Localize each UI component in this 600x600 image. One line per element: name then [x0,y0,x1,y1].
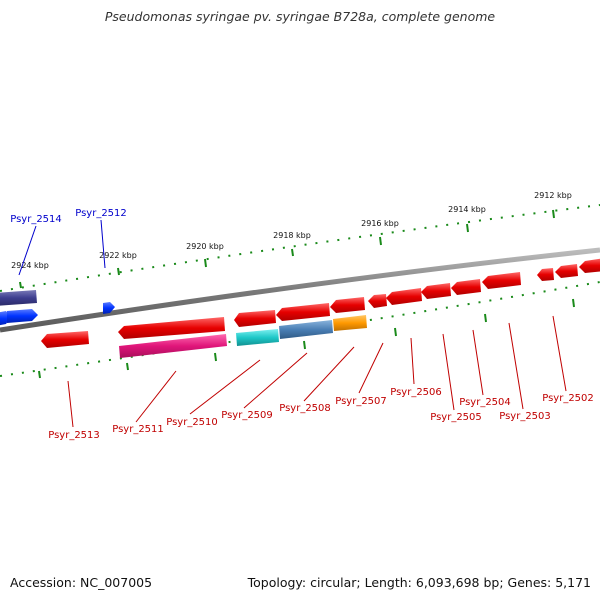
outer-scale-dots [0,204,600,292]
forward-genes [0,290,115,326]
gene-label-psyr-2514[interactable]: Psyr_2514 [10,214,62,225]
genome-summary-text: Topology: circular; Length: 6,093,698 bp… [247,575,591,590]
gene-psyr-2509[interactable] [279,320,333,339]
leader-psyr-2502 [552,315,567,392]
gene-psyr-2501-upper[interactable] [555,264,578,278]
leader-psyr-2504 [472,329,484,396]
gene-psyr-2510-upper[interactable] [234,310,276,327]
gene-label-psyr-2510[interactable]: Psyr_2510 [166,417,218,428]
inner-scale-major-ticks [38,298,575,379]
tick-label: 2912 kbp [534,191,572,200]
genome-backbone [0,247,600,333]
gene-psyr-2508-upper[interactable] [330,297,365,313]
gene-labels: Psyr_2514 Psyr_2512 Psyr_2513 Psyr_2511 … [10,208,594,441]
reverse-genes-upper [118,258,600,339]
gene-label-psyr-2512[interactable]: Psyr_2512 [75,208,127,219]
gene-label-psyr-2507[interactable]: Psyr_2507 [335,396,387,407]
leader-psyr-2512 [100,219,106,269]
gene-psyr-2511-upper[interactable] [118,317,225,339]
gene-psyr-2505-upper[interactable] [421,283,451,299]
leader-psyr-2506 [410,337,415,385]
leader-psyr-2514 [18,225,37,276]
tick-label: 2916 kbp [361,219,399,228]
tick-label: 2924 kbp [11,261,49,270]
gene-psyr-2500-upper[interactable] [579,258,600,273]
gene-label-psyr-2503[interactable]: Psyr_2503 [499,411,551,422]
leader-psyr-2508 [303,346,355,402]
outer-scale-tick-labels: 2924 kbp 2922 kbp 2920 kbp 2918 kbp 2916… [11,191,572,270]
leader-psyr-2510 [189,359,261,415]
gene-psyr-2507-upper[interactable] [368,294,387,308]
gene-label-psyr-2513[interactable]: Psyr_2513 [48,430,100,441]
outer-scale-major-ticks [19,209,555,289]
label-leaders [18,219,567,428]
gene-psyr-2504-upper[interactable] [451,279,481,295]
gene-label-psyr-2506[interactable]: Psyr_2506 [390,387,442,398]
gene-label-psyr-2505[interactable]: Psyr_2505 [430,412,482,423]
reverse-genes-lower [41,315,367,358]
gene-label-psyr-2504[interactable]: Psyr_2504 [459,397,511,408]
gene-psyr-2513[interactable] [41,331,89,348]
gene-psyr-2514[interactable] [0,290,37,306]
leader-psyr-2505 [442,333,455,411]
gene-psyr-2509-upper[interactable] [276,303,330,321]
tick-label: 2918 kbp [273,231,311,240]
leader-psyr-2513 [67,380,74,428]
gene-label-psyr-2509[interactable]: Psyr_2509 [221,410,273,421]
gene-psyr-2510[interactable] [236,329,279,346]
accession-text: Accession: NC_007005 [10,575,153,590]
leader-psyr-2509 [243,352,308,409]
leader-psyr-2511 [135,370,177,423]
leader-psyr-2503 [508,322,524,410]
gene-psyr-2502-upper[interactable] [537,268,554,281]
tick-label: 2914 kbp [448,205,486,214]
gene-psyr-2506-upper[interactable] [386,288,422,305]
gene-label-psyr-2502[interactable]: Psyr_2502 [542,393,594,404]
gene-label-psyr-2511[interactable]: Psyr_2511 [112,424,164,435]
tick-label: 2922 kbp [99,251,137,260]
gene-psyr-2511[interactable] [119,334,227,358]
gene-psyr-2508[interactable] [333,315,367,331]
genome-title: Pseudomonas syringae pv. syringae B728a,… [104,9,496,24]
leader-psyr-2507 [358,342,384,394]
gene-psyr-2512[interactable] [103,302,115,314]
inner-scale-dots [0,281,600,377]
gene-label-psyr-2508[interactable]: Psyr_2508 [279,403,331,414]
gene-psyr-2503-upper[interactable] [482,272,521,289]
gene-blue-left-2[interactable] [7,309,38,323]
tick-label: 2920 kbp [186,242,224,251]
